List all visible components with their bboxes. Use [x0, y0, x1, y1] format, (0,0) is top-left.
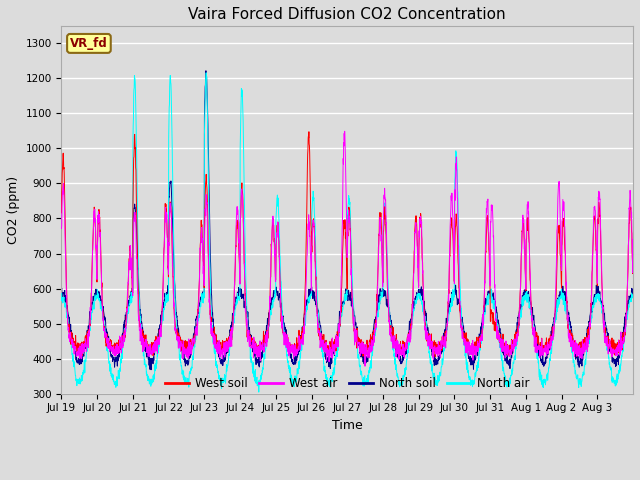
Text: VR_fd: VR_fd — [70, 37, 108, 50]
Y-axis label: CO2 (ppm): CO2 (ppm) — [7, 176, 20, 244]
Legend: West soil, West air, North soil, North air: West soil, West air, North soil, North a… — [161, 372, 534, 395]
Title: Vaira Forced Diffusion CO2 Concentration: Vaira Forced Diffusion CO2 Concentration — [188, 7, 506, 22]
X-axis label: Time: Time — [332, 419, 363, 432]
